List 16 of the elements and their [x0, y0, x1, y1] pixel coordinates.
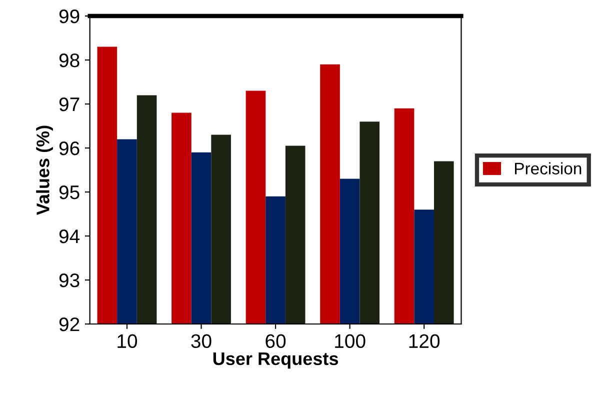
y-axis-title: Values (%): [36, 126, 53, 216]
y-tick-label: 95: [59, 185, 80, 200]
y-tick-label: 97: [59, 97, 80, 112]
x-axis-title: User Requests: [213, 352, 338, 369]
y-tick-label: 94: [59, 229, 80, 244]
y-tick-label: 92: [59, 317, 80, 332]
y-tick-label: 99: [59, 9, 80, 24]
x-tick-label: 60: [266, 334, 286, 348]
y-tick-label: 93: [59, 273, 80, 288]
y-tick-label: 98: [59, 53, 80, 68]
y-tick-label: 96: [59, 141, 80, 156]
legend-label: Precision: [515, 162, 582, 174]
x-tick-label: 100: [335, 334, 366, 348]
x-tick-label: 120: [409, 334, 440, 348]
x-tick-label: 10: [118, 334, 138, 348]
x-tick-label: 30: [191, 334, 212, 348]
